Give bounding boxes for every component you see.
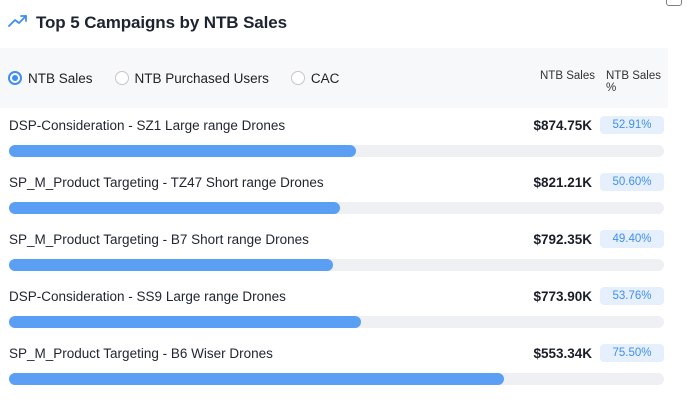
ntb-sales-value: $553.34K [533,346,592,361]
progress-track [9,145,664,157]
radio-cac[interactable]: CAC [290,70,340,86]
column-header-ntb-sales: NTB Sales [540,70,595,82]
campaign-name: SP_M_Product Targeting - B7 Short range … [9,232,309,247]
card-header: Top 5 Campaigns by NTB Sales [8,10,287,36]
progress-fill [9,145,357,157]
column-header-ntb-sales-pct: NTB Sales % [606,70,661,94]
campaign-name: DSP-Consideration - SS9 Large range Dron… [9,289,286,304]
radio-label: CAC [310,70,340,86]
window-corner-control[interactable] [666,0,682,6]
trend-up-icon [8,14,28,33]
ntb-sales-value: $792.35K [533,232,592,247]
progress-track [9,259,664,271]
radio-label: NTB Sales [28,70,93,86]
progress-track [9,202,664,214]
campaign-row[interactable]: SP_M_Product Targeting - B6 Wiser Drones… [0,338,688,395]
progress-fill [9,373,504,385]
campaign-name: DSP-Consideration - SZ1 Large range Dron… [9,118,286,133]
radio-label: NTB Purchased Users [134,70,269,86]
ntb-sales-value: $874.75K [533,118,592,133]
ntb-sales-pct-badge: 53.76% [600,287,664,305]
campaign-name: SP_M_Product Targeting - TZ47 Short rang… [9,175,324,190]
radio-button[interactable] [114,71,129,85]
progress-track [9,373,664,385]
campaign-row[interactable]: SP_M_Product Targeting - B7 Short range … [0,224,688,281]
campaign-row[interactable]: DSP-Consideration - SZ1 Large range Dron… [0,110,688,167]
metric-selector-bar: NTB Sales NTB Purchased Users CAC NTB Sa… [0,48,668,108]
ntb-sales-value: $821.21K [533,175,592,190]
ntb-sales-pct-badge: 52.91% [600,116,664,134]
progress-fill [9,259,334,271]
campaign-name: SP_M_Product Targeting - B6 Wiser Drones [9,346,273,361]
progress-fill [9,202,340,214]
progress-fill [9,316,362,328]
ntb-sales-pct-badge: 50.60% [600,173,664,191]
campaign-row[interactable]: SP_M_Product Targeting - TZ47 Short rang… [0,167,688,224]
radio-ntb-purchased-users[interactable]: NTB Purchased Users [114,70,269,86]
card-title: Top 5 Campaigns by NTB Sales [36,13,287,32]
radio-button[interactable] [8,71,22,85]
ntb-sales-pct-badge: 49.40% [600,230,664,248]
radio-button[interactable] [290,71,305,85]
campaign-list: DSP-Consideration - SZ1 Large range Dron… [0,110,688,395]
radio-ntb-sales[interactable]: NTB Sales [8,71,93,86]
progress-track [9,316,664,328]
ntb-sales-value: $773.90K [533,289,592,304]
campaign-row[interactable]: DSP-Consideration - SS9 Large range Dron… [0,281,688,338]
ntb-sales-pct-badge: 75.50% [600,344,664,362]
